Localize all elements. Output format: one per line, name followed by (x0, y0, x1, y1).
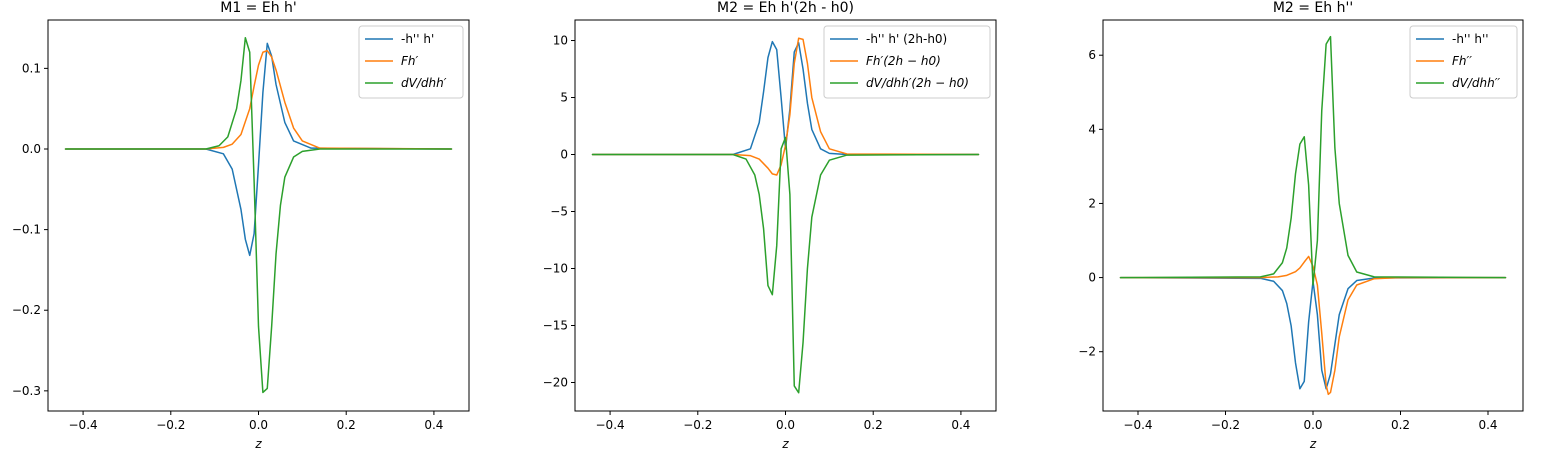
x-tick-label: 0.4 (424, 418, 443, 432)
y-tick-label: 6 (1088, 48, 1096, 62)
series-line-3 (1119, 35, 1507, 286)
y-tick-label: 0 (1088, 271, 1096, 285)
legend-box (1409, 25, 1518, 99)
y-tick-label: −15 (543, 319, 568, 333)
legend: -h'' h' (2h-h0) Fh′(2h − h0) dV/dhh′(2h − … (823, 25, 991, 99)
series-line-3 (64, 36, 453, 394)
series-line-1 (64, 42, 453, 257)
legend-label-3: dV/dhh′′ (1452, 76, 1500, 90)
legend: -h'' h'' Fh′′ dV/dhh′′ (1409, 25, 1518, 99)
x-tick-label: −0.4 (596, 418, 625, 432)
legend-label-3: dV/dhh′(2h − h0) (866, 76, 969, 90)
y-tick-label: 0 (560, 148, 568, 162)
legend-label-2: Fh′ (401, 54, 419, 68)
x-tick-label: −0.2 (683, 418, 712, 432)
series-group (1119, 35, 1507, 396)
x-axis-label: z (254, 437, 262, 450)
series-group (64, 36, 453, 394)
y-tick-label: −0.2 (12, 303, 41, 317)
x-tick-label: 0.2 (1391, 418, 1410, 432)
y-tick-label: −20 (543, 376, 568, 390)
x-tick-label: −0.4 (1123, 418, 1152, 432)
x-tick-label: 0.4 (951, 418, 970, 432)
x-tick-label: −0.2 (156, 418, 185, 432)
x-tick-label: 0.2 (337, 418, 356, 432)
legend-box (358, 25, 464, 99)
y-tick-label: −0.3 (12, 384, 41, 398)
legend: -h'' h' Fh′ dV/dhh′ (358, 25, 464, 99)
legend-label-2: Fh′′ (1452, 54, 1472, 68)
x-tick-label: −0.4 (69, 418, 98, 432)
legend-label-1: -h'' h' (401, 32, 434, 46)
y-tick-label: 0.0 (22, 142, 41, 156)
x-tick-label: −0.2 (1211, 418, 1240, 432)
legend-label-1: -h'' h'' (1452, 32, 1489, 46)
y-tick-label: 2 (1088, 196, 1096, 210)
y-tick-label: 5 (560, 91, 568, 105)
y-tick-label: −5 (550, 205, 568, 219)
y-tick-label: 10 (553, 34, 568, 48)
series-line-2 (1119, 255, 1507, 396)
legend-box (823, 25, 991, 99)
x-tick-label: 0.2 (864, 418, 883, 432)
legend-label-2: Fh′(2h − h0) (866, 54, 941, 68)
x-axis-label: z (1309, 437, 1317, 450)
chart-panel-1: −0.4 −0.2 0.0 0.2 0.4 −0.3 −0.2 −0.1 0.0 0.1 M1 = … (12, 0, 470, 450)
chart-title: M1 = Eh h' (220, 0, 297, 16)
x-tick-label: 0.0 (249, 418, 268, 432)
chart-title: M2 = Eh h'' (1273, 0, 1353, 16)
chart-panel-2: −0.4 −0.2 0.0 0.2 0.4 −20 −15 −10 −5 0 5 10 M2 = Eh … (543, 0, 997, 450)
chart-title: M2 = Eh h'(2h - h0) (717, 0, 854, 16)
y-tick-label: −0.1 (12, 223, 41, 237)
x-tick-label: 0.0 (776, 418, 795, 432)
y-tick-label: −10 (543, 262, 568, 276)
series-line-3 (591, 136, 980, 394)
legend-label-3: dV/dhh′ (401, 76, 447, 90)
x-tick-label: 0.4 (1478, 418, 1497, 432)
y-tick-label: 4 (1088, 122, 1096, 136)
y-tick-label: 0.1 (22, 61, 41, 75)
y-tick-label: −2 (1078, 345, 1096, 359)
x-tick-label: 0.0 (1303, 418, 1322, 432)
chart-panel-3: −0.4 −0.2 0.0 0.2 0.4 −2 0 2 4 6 M2 = Eh h'' z -h'' … (1078, 0, 1524, 450)
series-group (591, 37, 980, 394)
series-line-2 (64, 49, 453, 150)
x-axis-label: z (781, 437, 789, 450)
legend-label-1: -h'' h' (2h-h0) (866, 32, 947, 46)
series-line-2 (591, 37, 980, 176)
